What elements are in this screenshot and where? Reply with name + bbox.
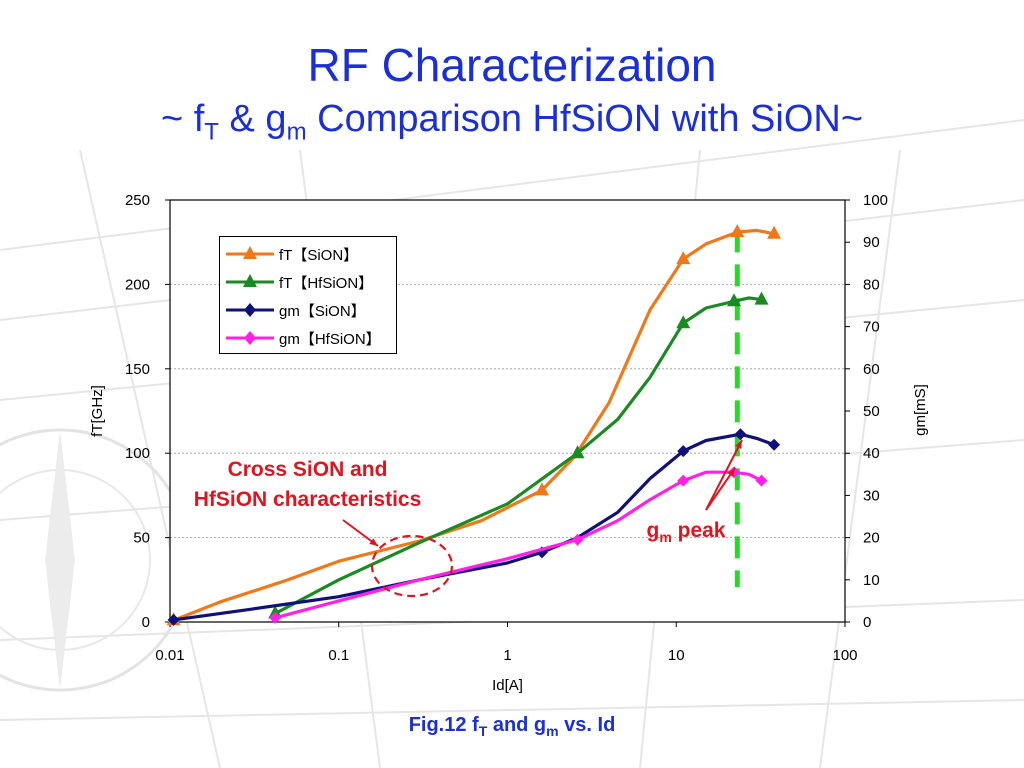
y-right-tick-label: 70 — [863, 319, 880, 336]
peak-arrow-1 — [705, 467, 736, 511]
y-right-tick-label: 50 — [863, 403, 880, 420]
legend-item-gm-hfsion: gm【HfSiON】 — [224, 324, 396, 352]
y-left-tick-label: 150 — [125, 361, 150, 378]
x-tick-label: 0.01 — [155, 647, 184, 664]
y-left-tick-label: 250 — [125, 192, 150, 209]
crossing-highlight-ellipse — [370, 534, 454, 598]
x-tick-label: 100 — [832, 647, 857, 664]
series-marker-0 — [730, 224, 745, 238]
chart-legend: fT【SiON】 fT【HfSiON】 gm【SiON】 gm【HfSiON】 — [219, 236, 397, 354]
peak-arrow-2-head — [735, 440, 742, 449]
triangle-marker-icon — [226, 274, 274, 287]
y-right-tick-label: 0 — [863, 614, 871, 631]
series-marker-3 — [269, 611, 282, 624]
series-marker-3 — [571, 533, 584, 546]
y-right-tick-label: 30 — [863, 487, 880, 504]
diamond-marker-icon — [226, 303, 274, 317]
series-marker-1 — [570, 445, 585, 459]
series-marker-3 — [677, 474, 690, 487]
cross-annotation: Cross SiON and HfSiON characteristics — [193, 458, 422, 511]
peak-arrow-1-head — [727, 468, 735, 477]
slide-title: RF Characterization — [307, 39, 717, 91]
series-marker-2 — [734, 428, 747, 441]
figure-caption: Fig.12 fT and gm vs. Id — [408, 714, 616, 739]
diamond-marker-icon — [226, 331, 274, 345]
y-left-tick-label: 100 — [125, 445, 150, 462]
series-marker-2 — [768, 438, 781, 451]
y-left-tick-label: 0 — [142, 614, 150, 631]
y-right-tick-label: 60 — [863, 361, 880, 378]
cross-arrow-head — [369, 538, 378, 546]
y-right-tick-label: 20 — [863, 530, 880, 547]
slide-subtitle: ~ fT & gm Comparison HfSiON with SiON~ — [160, 98, 864, 146]
y-right-axis-label: gm[mS] — [912, 384, 929, 436]
peak-arrow-2 — [705, 439, 743, 511]
x-tick-label: 1 — [503, 647, 511, 664]
series-marker-2 — [677, 445, 690, 458]
y-left-axis-label: fT[GHz] — [89, 385, 106, 437]
series-marker-1 — [727, 293, 742, 307]
y-left-tick-label: 50 — [133, 530, 150, 547]
y-right-tick-label: 80 — [863, 276, 880, 293]
x-tick-label: 10 — [668, 647, 685, 664]
x-axis-label: Id[A] — [492, 677, 523, 694]
x-tick-label: 0.1 — [328, 647, 349, 664]
y-right-tick-label: 100 — [863, 192, 888, 209]
series-marker-0 — [767, 225, 782, 239]
gm-peak-annotation: gm peak — [646, 519, 726, 546]
series-marker-2 — [167, 613, 180, 626]
legend-item-ft-hfsion: fT【HfSiON】 — [224, 268, 396, 296]
legend-item-ft-sion: fT【SiON】 — [224, 240, 396, 268]
y-right-tick-label: 40 — [863, 445, 880, 462]
series-marker-1 — [676, 315, 691, 329]
y-right-tick-label: 10 — [863, 572, 880, 589]
series-marker-3 — [755, 474, 768, 487]
triangle-marker-icon — [226, 246, 274, 259]
series-marker-0 — [676, 251, 691, 265]
series-line-2 — [173, 432, 775, 622]
series-marker-1 — [754, 291, 769, 305]
series-marker-0 — [534, 482, 549, 496]
y-right-tick-label: 90 — [863, 234, 880, 251]
y-left-tick-label: 200 — [125, 276, 150, 293]
legend-item-gm-sion: gm【SiON】 — [224, 296, 396, 324]
